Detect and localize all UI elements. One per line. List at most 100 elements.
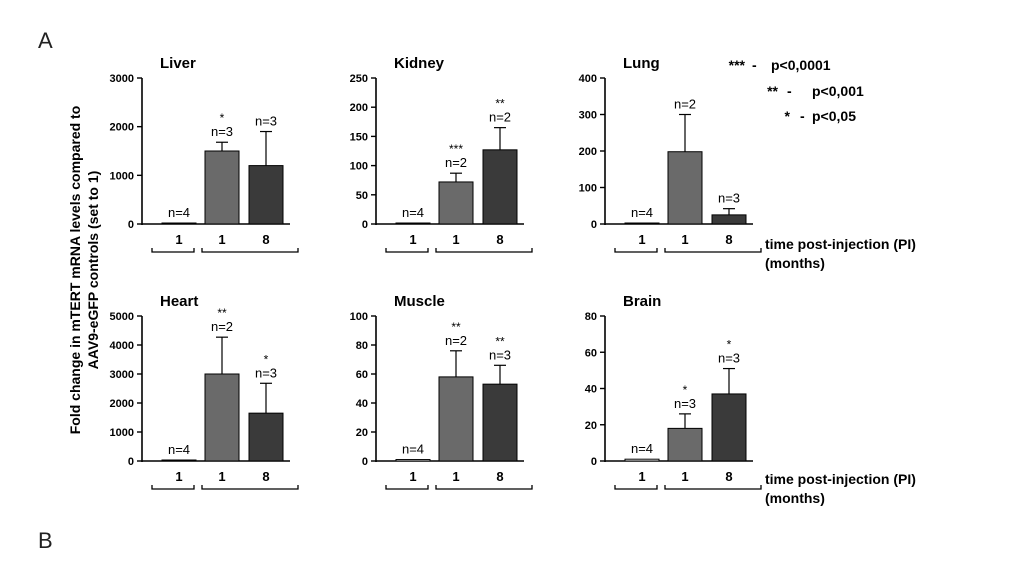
n-label: n=3 — [718, 191, 740, 206]
x-category-label: 8 — [496, 232, 503, 247]
legend-stars-0: *** — [729, 57, 746, 73]
x-category-label: 1 — [409, 469, 416, 484]
significance-stars: ** — [495, 97, 505, 111]
bar — [248, 165, 284, 225]
significance-stars: * — [683, 383, 688, 397]
x-axis-note-row1-line1: time post-injection (PI) — [765, 236, 916, 252]
y-tick-label: 0 — [591, 456, 597, 468]
group-bracket-treated — [435, 248, 533, 253]
significance-stars: ** — [451, 320, 461, 334]
group-bracket-treated — [201, 485, 299, 490]
y-tick-label: 300 — [579, 110, 597, 122]
n-label: n=4 — [402, 205, 424, 220]
legend-text-2: p<0,05 — [812, 108, 856, 124]
n-label: n=2 — [489, 110, 511, 125]
chart-lung: Lung 0 100 200 300 400 n=4 1 n=2 1 n=3 8 — [579, 55, 762, 253]
y-axis-label: Fold change in mTERT mRNA levels compare… — [67, 106, 101, 435]
legend-text-1: p<0,001 — [812, 83, 864, 99]
n-label: n=2 — [445, 155, 467, 170]
y-tick-label: 1000 — [110, 170, 134, 182]
group-bracket-treated — [664, 485, 762, 490]
y-tick-label: 4000 — [110, 340, 134, 352]
y-tick-label: 40 — [356, 398, 368, 410]
bar — [482, 383, 518, 462]
x-category-label: 1 — [409, 232, 416, 247]
y-tick-label: 2000 — [110, 122, 134, 134]
chart-heart: Heart 0 1000 2000 3000 4000 5000 n=4 1 n=2** 1 n=3*… — [110, 293, 299, 490]
group-bracket-control — [614, 248, 658, 253]
n-label: n=3 — [718, 351, 740, 366]
x-axis-note-row2-line2: (months) — [765, 490, 825, 506]
n-label: n=2 — [211, 319, 233, 334]
group-bracket-treated — [201, 248, 299, 253]
x-category-label: 1 — [218, 232, 225, 247]
bar — [204, 373, 240, 462]
y-tick-label: 200 — [579, 146, 597, 158]
n-label: n=4 — [631, 205, 653, 220]
x-category-label: 1 — [175, 232, 182, 247]
y-tick-label: 5000 — [110, 311, 134, 323]
significance-stars: * — [220, 111, 225, 125]
y-tick-label: 20 — [356, 427, 368, 439]
significance-stars: * — [264, 352, 269, 366]
group-bracket-treated — [664, 248, 762, 253]
y-tick-label: 20 — [585, 420, 597, 432]
x-axis-note-row1-line2: (months) — [765, 255, 825, 271]
bar — [624, 458, 660, 462]
bar — [395, 222, 431, 225]
y-axis-label-line1: Fold change in mTERT mRNA levels compare… — [67, 106, 83, 435]
group-bracket-treated — [435, 485, 533, 490]
x-category-label: 1 — [638, 232, 645, 247]
x-axis-note-row2-line1: time post-injection (PI) — [765, 471, 916, 487]
significance-stars: *** — [449, 142, 463, 156]
x-category-label: 8 — [262, 232, 269, 247]
chart-title: Heart — [160, 293, 198, 310]
x-category-label: 1 — [681, 469, 688, 484]
legend-dash-0: - — [752, 57, 757, 73]
y-tick-label: 0 — [128, 219, 134, 231]
n-label: n=3 — [489, 347, 511, 362]
y-tick-label: 60 — [356, 369, 368, 381]
y-tick-label: 0 — [591, 219, 597, 231]
y-tick-label: 400 — [579, 73, 597, 85]
y-tick-label: 50 — [356, 190, 368, 202]
bar — [667, 151, 703, 225]
significance-stars: * — [727, 338, 732, 352]
bar — [438, 376, 474, 462]
bar — [482, 149, 518, 225]
significance-legend: *** - p<0,0001 ** - p<0,001 * - p<0,05 — [729, 57, 864, 124]
x-category-label: 8 — [725, 232, 732, 247]
y-tick-label: 1000 — [110, 427, 134, 439]
y-axis-label-line2: AAV9-eGFP controls (set to 1) — [85, 171, 101, 370]
legend-dash-1: - — [787, 83, 792, 99]
legend-stars-1: ** — [767, 83, 778, 99]
n-label: n=3 — [674, 396, 696, 411]
n-label: n=4 — [168, 205, 190, 220]
x-category-label: 8 — [725, 469, 732, 484]
group-bracket-control — [385, 485, 429, 490]
y-tick-label: 0 — [128, 456, 134, 468]
chart-title: Muscle — [394, 293, 445, 310]
n-label: n=2 — [674, 97, 696, 112]
y-tick-label: 3000 — [110, 369, 134, 381]
n-label: n=4 — [402, 442, 424, 457]
y-tick-label: 250 — [350, 73, 368, 85]
chart-title: Lung — [623, 55, 660, 72]
bar — [624, 222, 660, 225]
chart-title: Brain — [623, 293, 661, 310]
bar — [711, 214, 747, 225]
y-tick-label: 0 — [362, 456, 368, 468]
legend-dash-2: - — [800, 108, 805, 124]
bar — [248, 412, 284, 462]
panel-b-label: B — [38, 528, 53, 553]
y-tick-label: 60 — [585, 347, 597, 359]
legend-stars-2: * — [785, 108, 791, 124]
y-tick-label: 3000 — [110, 73, 134, 85]
group-bracket-control — [385, 248, 429, 253]
n-label: n=4 — [631, 441, 653, 456]
y-tick-label: 80 — [585, 311, 597, 323]
n-label: n=2 — [445, 333, 467, 348]
